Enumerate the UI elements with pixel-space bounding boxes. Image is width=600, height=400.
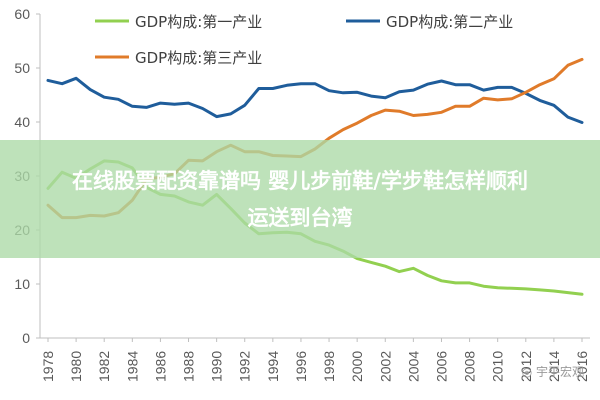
overlay-title-line-2: 运送到台湾 bbox=[247, 206, 353, 230]
x-tick-label: 2006 bbox=[433, 351, 449, 382]
x-tick-label: 1988 bbox=[181, 351, 197, 382]
legend-label-2: GDP构成:第二产业 bbox=[386, 13, 513, 31]
x-tick-label: 2012 bbox=[518, 351, 534, 382]
x-tick-label: 2014 bbox=[546, 351, 562, 382]
overlay-title-line-1: 在线股票配资靠谱吗 婴儿步前鞋/学步鞋怎样顺利 bbox=[72, 169, 528, 193]
x-tick-label: 1996 bbox=[293, 351, 309, 382]
x-tick-label: 1994 bbox=[265, 351, 281, 382]
y-tick-label: 50 bbox=[14, 60, 30, 76]
y-tick-label: 10 bbox=[14, 276, 30, 292]
legend-label-1: GDP构成:第一产业 bbox=[135, 13, 262, 31]
overlay-banner bbox=[0, 140, 600, 258]
x-tick-label: 1982 bbox=[96, 351, 112, 382]
x-tick-label: 1986 bbox=[152, 351, 168, 382]
x-tick-label: 1980 bbox=[68, 351, 84, 382]
legend: GDP构成:第一产业 GDP构成:第二产业 GDP构成:第三产业 bbox=[95, 13, 513, 67]
x-tick-label: 2000 bbox=[349, 351, 365, 382]
x-tick-label: 1998 bbox=[321, 351, 337, 382]
x-tick-label: 2004 bbox=[405, 351, 421, 382]
x-tick-label: 1984 bbox=[124, 351, 140, 382]
x-tick-label: 1990 bbox=[209, 351, 225, 382]
x-tick-label: 1978 bbox=[40, 351, 56, 382]
x-tick-label: 2008 bbox=[462, 351, 478, 382]
x-tick-label: 2016 bbox=[574, 351, 590, 382]
x-axis-tick-labels: 1978 1980 1982 1984 1986 1988 1990 1992 1994 1996… bbox=[40, 338, 590, 382]
watermark: ◎ 宇平宏观 bbox=[521, 365, 584, 379]
series-line-2 bbox=[46, 76, 584, 124]
y-tick-label: 0 bbox=[22, 330, 30, 346]
y-tick-label: 40 bbox=[14, 114, 30, 130]
legend-label-3: GDP构成:第三产业 bbox=[135, 49, 262, 67]
x-tick-label: 1992 bbox=[237, 351, 253, 382]
y-tick-label: 60 bbox=[14, 6, 30, 22]
x-tick-label: 2002 bbox=[377, 351, 393, 382]
x-tick-label: 2010 bbox=[490, 351, 506, 382]
